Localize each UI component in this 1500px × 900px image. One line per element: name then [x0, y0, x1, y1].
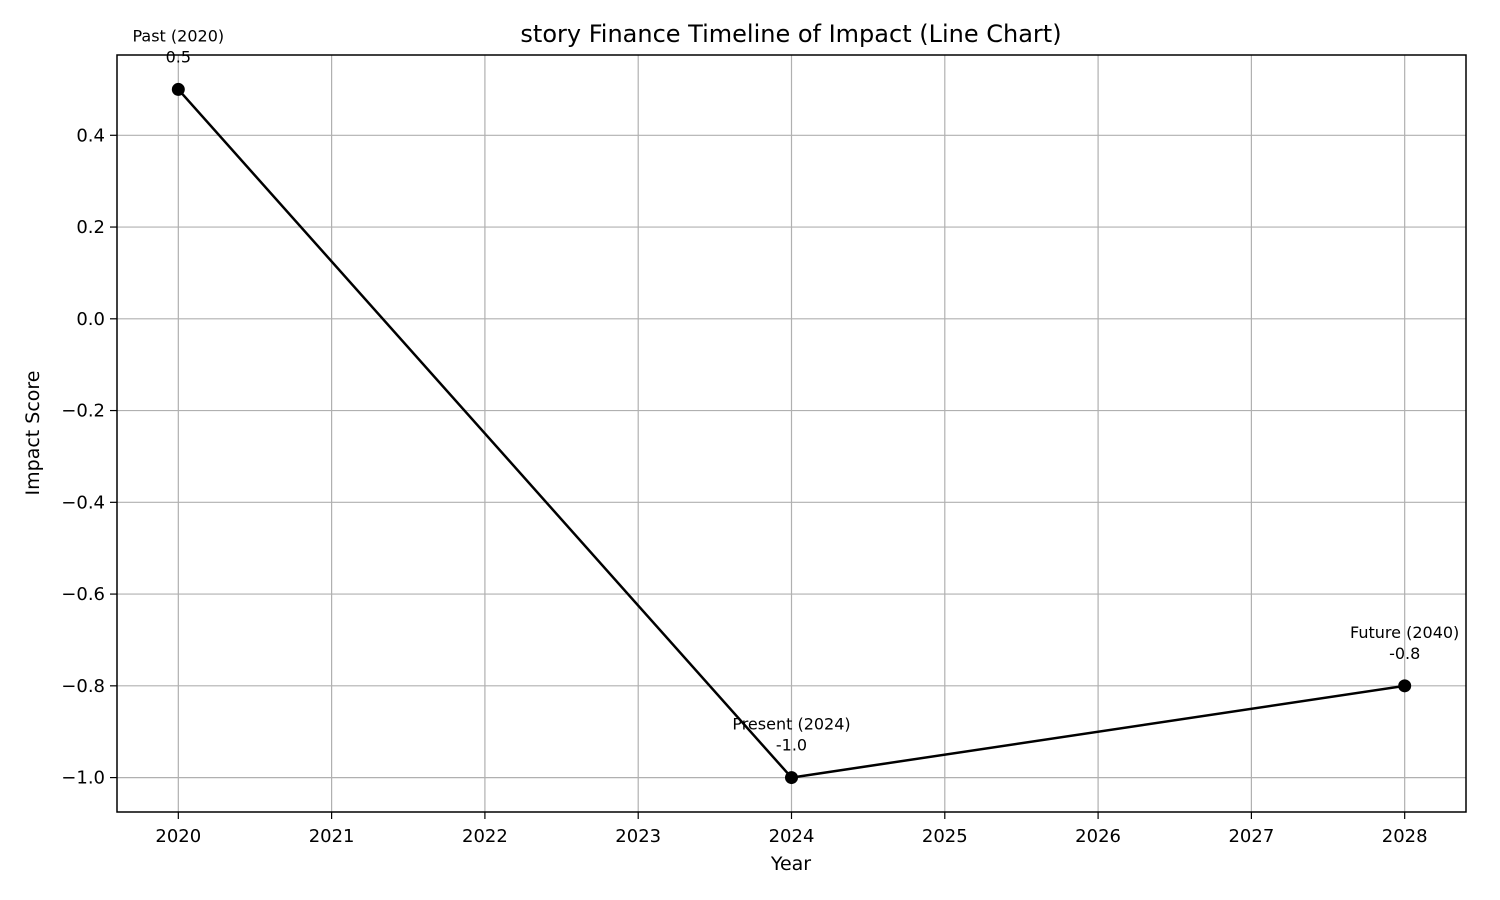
- grid: [117, 55, 1466, 812]
- data-point: [171, 82, 185, 96]
- chart-title: story Finance Timeline of Impact (Line C…: [520, 20, 1061, 48]
- x-tick-label: 2027: [1228, 826, 1274, 847]
- y-tick-label: −0.4: [61, 492, 105, 513]
- y-tick-label: −1.0: [61, 768, 105, 789]
- annotation-value: 0.5: [166, 47, 191, 66]
- y-tick-label: 0.4: [76, 125, 105, 146]
- y-tick-label: −0.8: [61, 676, 105, 697]
- x-tick-label: 2028: [1382, 826, 1428, 847]
- y-axis: 0.4 0.2 0.0 −0.2 −0.4 −0.6 −0.8 −1.0: [61, 125, 117, 789]
- annotation-value: -0.8: [1389, 644, 1420, 663]
- x-axis-label: Year: [770, 853, 811, 875]
- y-tick-label: 0.0: [76, 309, 105, 330]
- annotations: Past (2020) 0.5 Present (2024) -1.0 Future (…: [132, 26, 1459, 754]
- x-tick-label: 2024: [769, 826, 815, 847]
- x-tick-label: 2023: [615, 826, 661, 847]
- y-axis-label: Impact Score: [22, 371, 44, 496]
- x-tick-label: 2020: [155, 826, 201, 847]
- y-tick-label: −0.2: [61, 401, 105, 422]
- annotation-label: Present (2024): [732, 715, 850, 734]
- x-tick-label: 2026: [1075, 826, 1121, 847]
- x-tick-label: 2022: [462, 826, 508, 847]
- x-axis: 2020 2021 2022 2023 2024 2025 2026 2027 2028: [155, 812, 1428, 847]
- x-tick-label: 2025: [922, 826, 968, 847]
- x-tick-label: 2021: [309, 826, 355, 847]
- annotation-value: -1.0: [776, 736, 807, 755]
- y-tick-label: −0.6: [61, 584, 105, 605]
- y-tick-label: 0.2: [76, 217, 105, 238]
- annotation-label: Past (2020): [132, 26, 224, 45]
- data-point: [1398, 679, 1412, 693]
- annotation-label: Future (2040): [1350, 623, 1459, 642]
- series-layer: [171, 82, 1412, 785]
- data-point: [785, 771, 798, 785]
